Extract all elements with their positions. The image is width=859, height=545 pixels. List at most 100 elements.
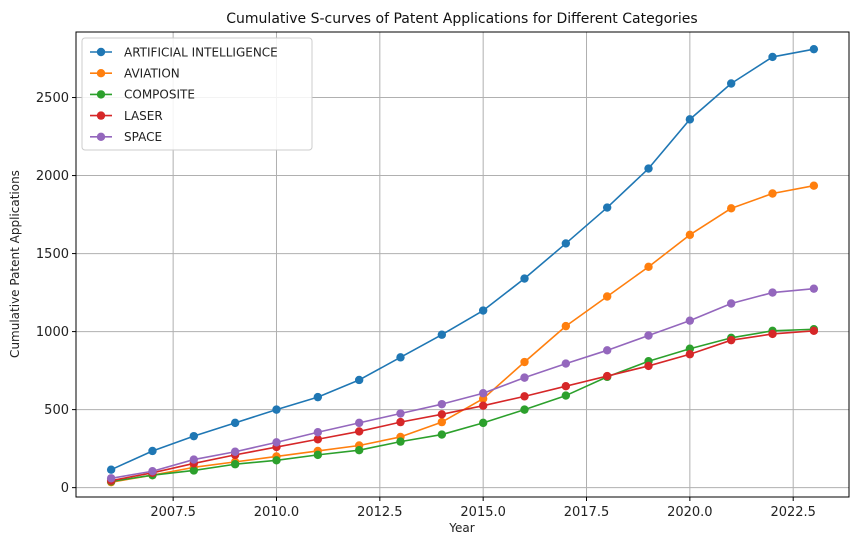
series-space	[106, 284, 819, 483]
legend-item: SPACE	[90, 130, 162, 144]
grid	[76, 32, 849, 497]
data-point-artificial-intelligence	[437, 330, 447, 339]
data-point-composite	[478, 418, 488, 428]
data-point-artificial-intelligence	[189, 431, 199, 441]
data-point-space	[602, 346, 612, 355]
series-group	[106, 44, 819, 487]
data-point-aviation	[520, 357, 529, 367]
legend-box	[81, 37, 313, 151]
data-point-laser	[644, 361, 653, 371]
data-point-composite	[354, 445, 364, 455]
data-point-aviation	[685, 230, 695, 240]
data-point-space	[396, 409, 405, 418]
data-point-composite	[189, 466, 199, 475]
data-point-space	[644, 331, 653, 340]
series-line-laser	[110, 330, 814, 482]
data-point-aviation	[726, 204, 736, 213]
data-point-space	[478, 389, 488, 398]
series-laser	[106, 326, 819, 485]
y-tick-label: 0	[61, 481, 69, 496]
series-line-composite	[111, 328, 814, 483]
data-point-laser	[313, 435, 323, 444]
x-tick-label: 2010.0	[254, 505, 300, 520]
legend: ARTIFICIAL INTELLIGENCE AVIATION COMPOSITE…	[81, 37, 313, 151]
data-point-artificial-intelligence	[272, 405, 281, 414]
legend-swatch-marker	[96, 111, 106, 120]
x-tick-label: 2012.5	[357, 505, 403, 520]
data-point-composite	[313, 450, 323, 460]
series-composite	[106, 325, 819, 486]
legend-swatch-marker	[96, 90, 106, 99]
data-point-composite	[437, 430, 447, 439]
data-point-artificial-intelligence	[602, 203, 612, 212]
data-point-laser	[396, 417, 405, 427]
data-point-space	[189, 455, 199, 464]
data-point-space	[148, 467, 157, 476]
data-point-space	[354, 418, 364, 428]
y-tick-label: 1500	[36, 247, 69, 262]
data-point-laser	[809, 326, 819, 336]
plot-frame	[75, 31, 850, 498]
legend-label: ARTIFICIAL INTELLIGENCE	[124, 45, 278, 59]
data-point-composite	[272, 456, 281, 465]
y-tick-label: 500	[44, 403, 69, 418]
data-point-aviation	[768, 189, 777, 198]
data-point-artificial-intelligence	[478, 306, 488, 315]
data-point-laser	[354, 427, 364, 436]
series-line-artificial-intelligence	[110, 48, 815, 471]
data-point-artificial-intelligence	[313, 392, 323, 402]
data-point-laser	[520, 392, 529, 401]
data-point-space	[520, 373, 529, 382]
data-point-aviation	[809, 181, 819, 190]
data-point-space	[685, 316, 695, 325]
y-tick-label: 2500	[36, 91, 69, 106]
y-axis: 0 500 1000 1500 2000 2500	[36, 91, 76, 496]
data-point-artificial-intelligence	[726, 79, 736, 88]
x-tick-label: 2007.5	[150, 505, 196, 520]
data-point-laser	[726, 335, 736, 345]
data-point-artificial-intelligence	[396, 353, 405, 362]
legend-item: AVIATION	[90, 67, 180, 81]
data-point-space	[272, 438, 281, 447]
data-point-space	[561, 359, 571, 368]
data-point-space	[726, 299, 736, 308]
data-point-artificial-intelligence	[520, 274, 529, 283]
legend-label: SPACE	[124, 130, 162, 144]
data-point-artificial-intelligence	[561, 239, 571, 248]
data-point-laser	[685, 350, 695, 359]
data-point-artificial-intelligence	[768, 52, 777, 62]
legend-label: COMPOSITE	[124, 88, 195, 102]
chart-title: Cumulative S-curves of Patent Applicatio…	[226, 11, 697, 27]
data-point-space	[230, 447, 240, 456]
data-point-aviation	[602, 292, 612, 301]
data-point-laser	[561, 382, 571, 391]
legend-label: LASER	[124, 109, 163, 123]
data-point-laser	[478, 401, 488, 410]
x-tick-label: 2017.5	[564, 505, 610, 520]
data-point-laser	[437, 410, 447, 419]
data-point-space	[768, 288, 777, 297]
x-axis: 2007.5 2010.0 2012.5 2015.0 2017.5 2020.0 2022…	[150, 497, 816, 520]
data-point-composite	[230, 460, 240, 469]
x-tick-label: 2015.0	[460, 505, 506, 520]
legend-item: ARTIFICIAL INTELLIGENCE	[90, 45, 278, 59]
legend-swatch-marker	[96, 47, 106, 57]
legend-label: AVIATION	[124, 67, 180, 81]
data-point-artificial-intelligence	[644, 164, 653, 173]
data-point-laser	[768, 329, 777, 339]
data-point-composite	[396, 437, 405, 446]
data-point-artificial-intelligence	[106, 465, 116, 474]
series-artificial-intelligence	[106, 44, 819, 474]
legend-item: COMPOSITE	[90, 88, 195, 102]
data-point-space	[437, 399, 447, 409]
legend-swatch-marker	[96, 69, 106, 78]
series-line-space	[111, 287, 814, 480]
x-axis-label: Year	[448, 521, 474, 535]
data-point-aviation	[437, 417, 447, 427]
data-point-artificial-intelligence	[230, 418, 240, 428]
data-point-aviation	[644, 262, 653, 272]
data-point-artificial-intelligence	[354, 375, 364, 385]
data-point-space	[313, 428, 323, 437]
data-point-space	[106, 474, 116, 483]
